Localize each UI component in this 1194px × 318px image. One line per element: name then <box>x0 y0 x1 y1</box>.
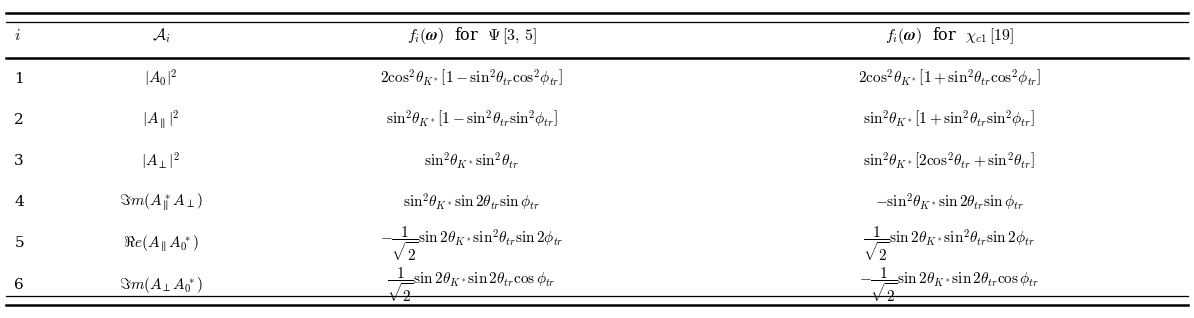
Text: $-\sin^2\!\theta_{K^*}\sin 2\theta_{tr}\sin\phi_{tr}$: $-\sin^2\!\theta_{K^*}\sin 2\theta_{tr}\… <box>875 192 1023 213</box>
Text: 5: 5 <box>14 237 24 251</box>
Text: $f_i(\boldsymbol{\omega})$  for  $\Psi\,[3,\,5]$: $f_i(\boldsymbol{\omega})$ for $\Psi\,[3… <box>407 25 536 46</box>
Text: $\mathcal{A}_i$: $\mathcal{A}_i$ <box>152 26 171 45</box>
Text: $\sin^2\!\theta_{K^*}\sin 2\theta_{tr}\sin\phi_{tr}$: $\sin^2\!\theta_{K^*}\sin 2\theta_{tr}\s… <box>404 192 540 213</box>
Text: 6: 6 <box>14 278 24 292</box>
Text: 1: 1 <box>14 72 24 86</box>
Text: $\sin^2\!\theta_{K^*}\sin^2\!\theta_{tr}$: $\sin^2\!\theta_{K^*}\sin^2\!\theta_{tr}… <box>424 151 519 171</box>
Text: $\Im m(A_{\perp}A_0^*)$: $\Im m(A_{\perp}A_0^*)$ <box>119 275 203 295</box>
Text: $\sin^2\!\theta_{K^*}\left[2\cos^2\!\theta_{tr} + \sin^2\!\theta_{tr}\right]$: $\sin^2\!\theta_{K^*}\left[2\cos^2\!\the… <box>863 151 1035 171</box>
Text: $2\cos^2\!\theta_{K^*}\left[1 - \sin^2\!\theta_{tr}\cos^2\!\phi_{tr}\right]$: $2\cos^2\!\theta_{K^*}\left[1 - \sin^2\!… <box>380 68 564 89</box>
Text: $-\dfrac{1}{\sqrt{2}}\sin 2\theta_{K^*}\sin^2\!\theta_{tr}\sin 2\phi_{tr}$: $-\dfrac{1}{\sqrt{2}}\sin 2\theta_{K^*}\… <box>380 224 564 263</box>
Text: $\sin^2\!\theta_{K^*}\left[1 + \sin^2\!\theta_{tr}\sin^2\!\phi_{tr}\right]$: $\sin^2\!\theta_{K^*}\left[1 + \sin^2\!\… <box>863 109 1035 130</box>
Text: $2\cos^2\!\theta_{K^*}\left[1 + \sin^2\!\theta_{tr}\cos^2\!\phi_{tr}\right]$: $2\cos^2\!\theta_{K^*}\left[1 + \sin^2\!… <box>857 68 1041 89</box>
Text: $|A_{\perp}|^2$: $|A_{\perp}|^2$ <box>141 150 181 172</box>
Text: $f_i(\boldsymbol{\omega})$  for  $\chi_{c1}\,[19]$: $f_i(\boldsymbol{\omega})$ for $\chi_{c1… <box>885 25 1014 46</box>
Text: $\sin^2\!\theta_{K^*}\left[1 - \sin^2\!\theta_{tr}\sin^2\!\phi_{tr}\right]$: $\sin^2\!\theta_{K^*}\left[1 - \sin^2\!\… <box>386 109 558 130</box>
Text: $i$: $i$ <box>14 27 21 44</box>
Text: 3: 3 <box>14 154 24 168</box>
Text: $\dfrac{1}{\sqrt{2}}\sin 2\theta_{K^*}\sin 2\theta_{tr}\cos\phi_{tr}$: $\dfrac{1}{\sqrt{2}}\sin 2\theta_{K^*}\s… <box>387 265 556 304</box>
Text: 2: 2 <box>14 113 24 127</box>
Text: $\dfrac{1}{\sqrt{2}}\sin 2\theta_{K^*}\sin^2\!\theta_{tr}\sin 2\phi_{tr}$: $\dfrac{1}{\sqrt{2}}\sin 2\theta_{K^*}\s… <box>863 224 1035 263</box>
Text: $\Re e(A_{\parallel}A_0^*)$: $\Re e(A_{\parallel}A_0^*)$ <box>123 233 199 254</box>
Text: $|A_{\parallel}|^2$: $|A_{\parallel}|^2$ <box>142 108 180 131</box>
Text: $|A_0|^2$: $|A_0|^2$ <box>144 68 178 89</box>
Text: $\Im m(A_{\parallel}^*A_{\perp})$: $\Im m(A_{\parallel}^*A_{\perp})$ <box>119 191 203 213</box>
Text: $-\dfrac{1}{\sqrt{2}}\sin 2\theta_{K^*}\sin 2\theta_{tr}\cos\phi_{tr}$: $-\dfrac{1}{\sqrt{2}}\sin 2\theta_{K^*}\… <box>858 265 1040 304</box>
Text: 4: 4 <box>14 195 24 209</box>
